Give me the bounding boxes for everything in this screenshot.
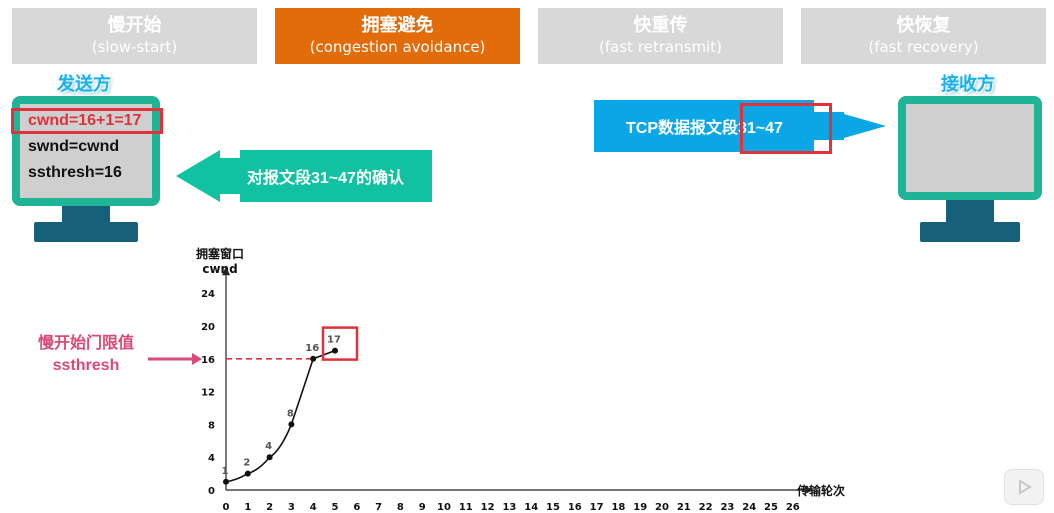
x-tick-label: 19: [633, 502, 647, 513]
swnd-line: swnd=cwnd: [28, 138, 120, 155]
x-tick-label: 0: [223, 502, 230, 513]
x-tick-label: 6: [353, 502, 360, 513]
y-tick-label: 24: [201, 289, 215, 300]
cwnd-line: cwnd=16+1=17: [28, 112, 142, 129]
cwnd-series-line: [225, 349, 336, 483]
y-tick-label: 8: [208, 420, 215, 431]
tab-title: 快重传: [633, 15, 688, 36]
x-tick-label: 15: [546, 502, 560, 513]
x-tick-label: 4: [310, 502, 317, 513]
x-tick-label: 9: [419, 502, 426, 513]
x-tick-label: 2: [266, 502, 273, 513]
ack-arrow-label: 对报文段31~47的确认: [247, 170, 404, 187]
data-point: [288, 421, 295, 428]
tab-subtitle: (congestion avoidance): [309, 38, 486, 56]
y-tick-label: 16: [201, 355, 215, 366]
sender-monitor-base: [34, 222, 138, 242]
tab-slow-start[interactable]: 慢开始 (slow-start): [12, 8, 257, 64]
tab-title: 快恢复: [896, 15, 951, 36]
y-axis-unit-label: cwnd: [202, 262, 237, 276]
receiver-title: 接收方: [941, 74, 995, 95]
receiver-monitor-base: [920, 222, 1020, 242]
x-tick-label: 7: [375, 502, 382, 513]
x-tick-label: 24: [742, 502, 756, 513]
segment-arrow-label: TCP数据报文段31~47: [626, 120, 783, 137]
data-point-label: 8: [287, 408, 294, 419]
sender-monitor-neck: [62, 206, 110, 222]
x-tick-label: 18: [611, 502, 625, 513]
cwnd-highlight-box: [11, 108, 163, 134]
y-tick-label: 0: [208, 486, 215, 497]
y-tick-label: 12: [201, 388, 215, 399]
tab-fast-recovery[interactable]: 快恢复 (fast recovery): [801, 8, 1046, 64]
tab-subtitle: (slow-start): [91, 38, 178, 56]
x-tick-label: 22: [699, 502, 713, 513]
tab-congestion-avoidance[interactable]: 拥塞避免 (congestion avoidance): [275, 8, 520, 64]
data-point: [223, 478, 229, 485]
x-tick-label: 11: [459, 502, 473, 513]
ssthresh-note: 慢开始门限值 ssthresh: [26, 333, 146, 377]
tab-title: 慢开始: [107, 15, 162, 36]
x-tick-label: 17: [590, 502, 604, 513]
x-tick-label: 25: [764, 502, 778, 513]
data-point: [332, 347, 338, 354]
data-point-label: 1: [222, 466, 229, 477]
x-tick-label: 12: [481, 502, 495, 513]
x-tick-label: 8: [397, 502, 404, 513]
x-tick-label: 5: [332, 502, 339, 513]
play-button[interactable]: [1004, 469, 1044, 505]
sender-title: 发送方: [57, 74, 111, 95]
data-point: [310, 355, 317, 362]
data-point: [266, 454, 273, 461]
x-axis-arrowhead: [804, 486, 814, 494]
data-point-label: 16: [305, 343, 319, 354]
sender-monitor: [12, 96, 160, 206]
x-tick-label: 10: [437, 502, 451, 513]
x-tick-label: 21: [677, 502, 691, 513]
data-point: [244, 470, 251, 477]
y-axis-label: 拥塞窗口: [196, 246, 244, 261]
receiver-monitor: [898, 96, 1042, 200]
ssthresh-line: ssthresh=16: [28, 164, 122, 181]
x-tick-label: 14: [524, 502, 538, 513]
ssthresh-note-line1: 慢开始门限值: [37, 335, 134, 352]
x-axis-label: 传输轮次: [796, 483, 845, 498]
highlighted-point-box: [321, 326, 359, 361]
x-tick-label: 20: [655, 502, 669, 513]
segment-range-highlight: [740, 103, 832, 154]
data-point-label: 2: [243, 458, 250, 469]
x-tick-label: 3: [288, 502, 295, 513]
receiver-monitor-neck: [946, 200, 994, 222]
tab-fast-retransmit[interactable]: 快重传 (fast retransmit): [538, 8, 783, 64]
x-tick-label: 13: [502, 502, 516, 513]
tab-subtitle: (fast recovery): [868, 38, 979, 56]
y-tick-label: 4: [208, 453, 215, 464]
x-tick-label: 26: [786, 502, 800, 513]
x-tick-label: 1: [244, 502, 251, 513]
ssthresh-pointer-arrow: [148, 353, 202, 365]
y-axis-arrowhead: [222, 266, 230, 276]
play-icon: [1019, 479, 1032, 495]
tab-title: 拥塞避免: [361, 15, 434, 36]
ack-arrow-shape: [176, 150, 432, 202]
x-tick-label: 16: [568, 502, 582, 513]
data-point-label: 4: [265, 441, 272, 452]
tab-subtitle: (fast retransmit): [599, 38, 722, 56]
x-tick-label: 23: [720, 502, 734, 513]
ssthresh-note-line2: ssthresh: [52, 357, 120, 374]
ack-arrow: [176, 150, 432, 202]
data-point-label: 17: [327, 335, 341, 346]
y-tick-label: 20: [201, 322, 215, 333]
